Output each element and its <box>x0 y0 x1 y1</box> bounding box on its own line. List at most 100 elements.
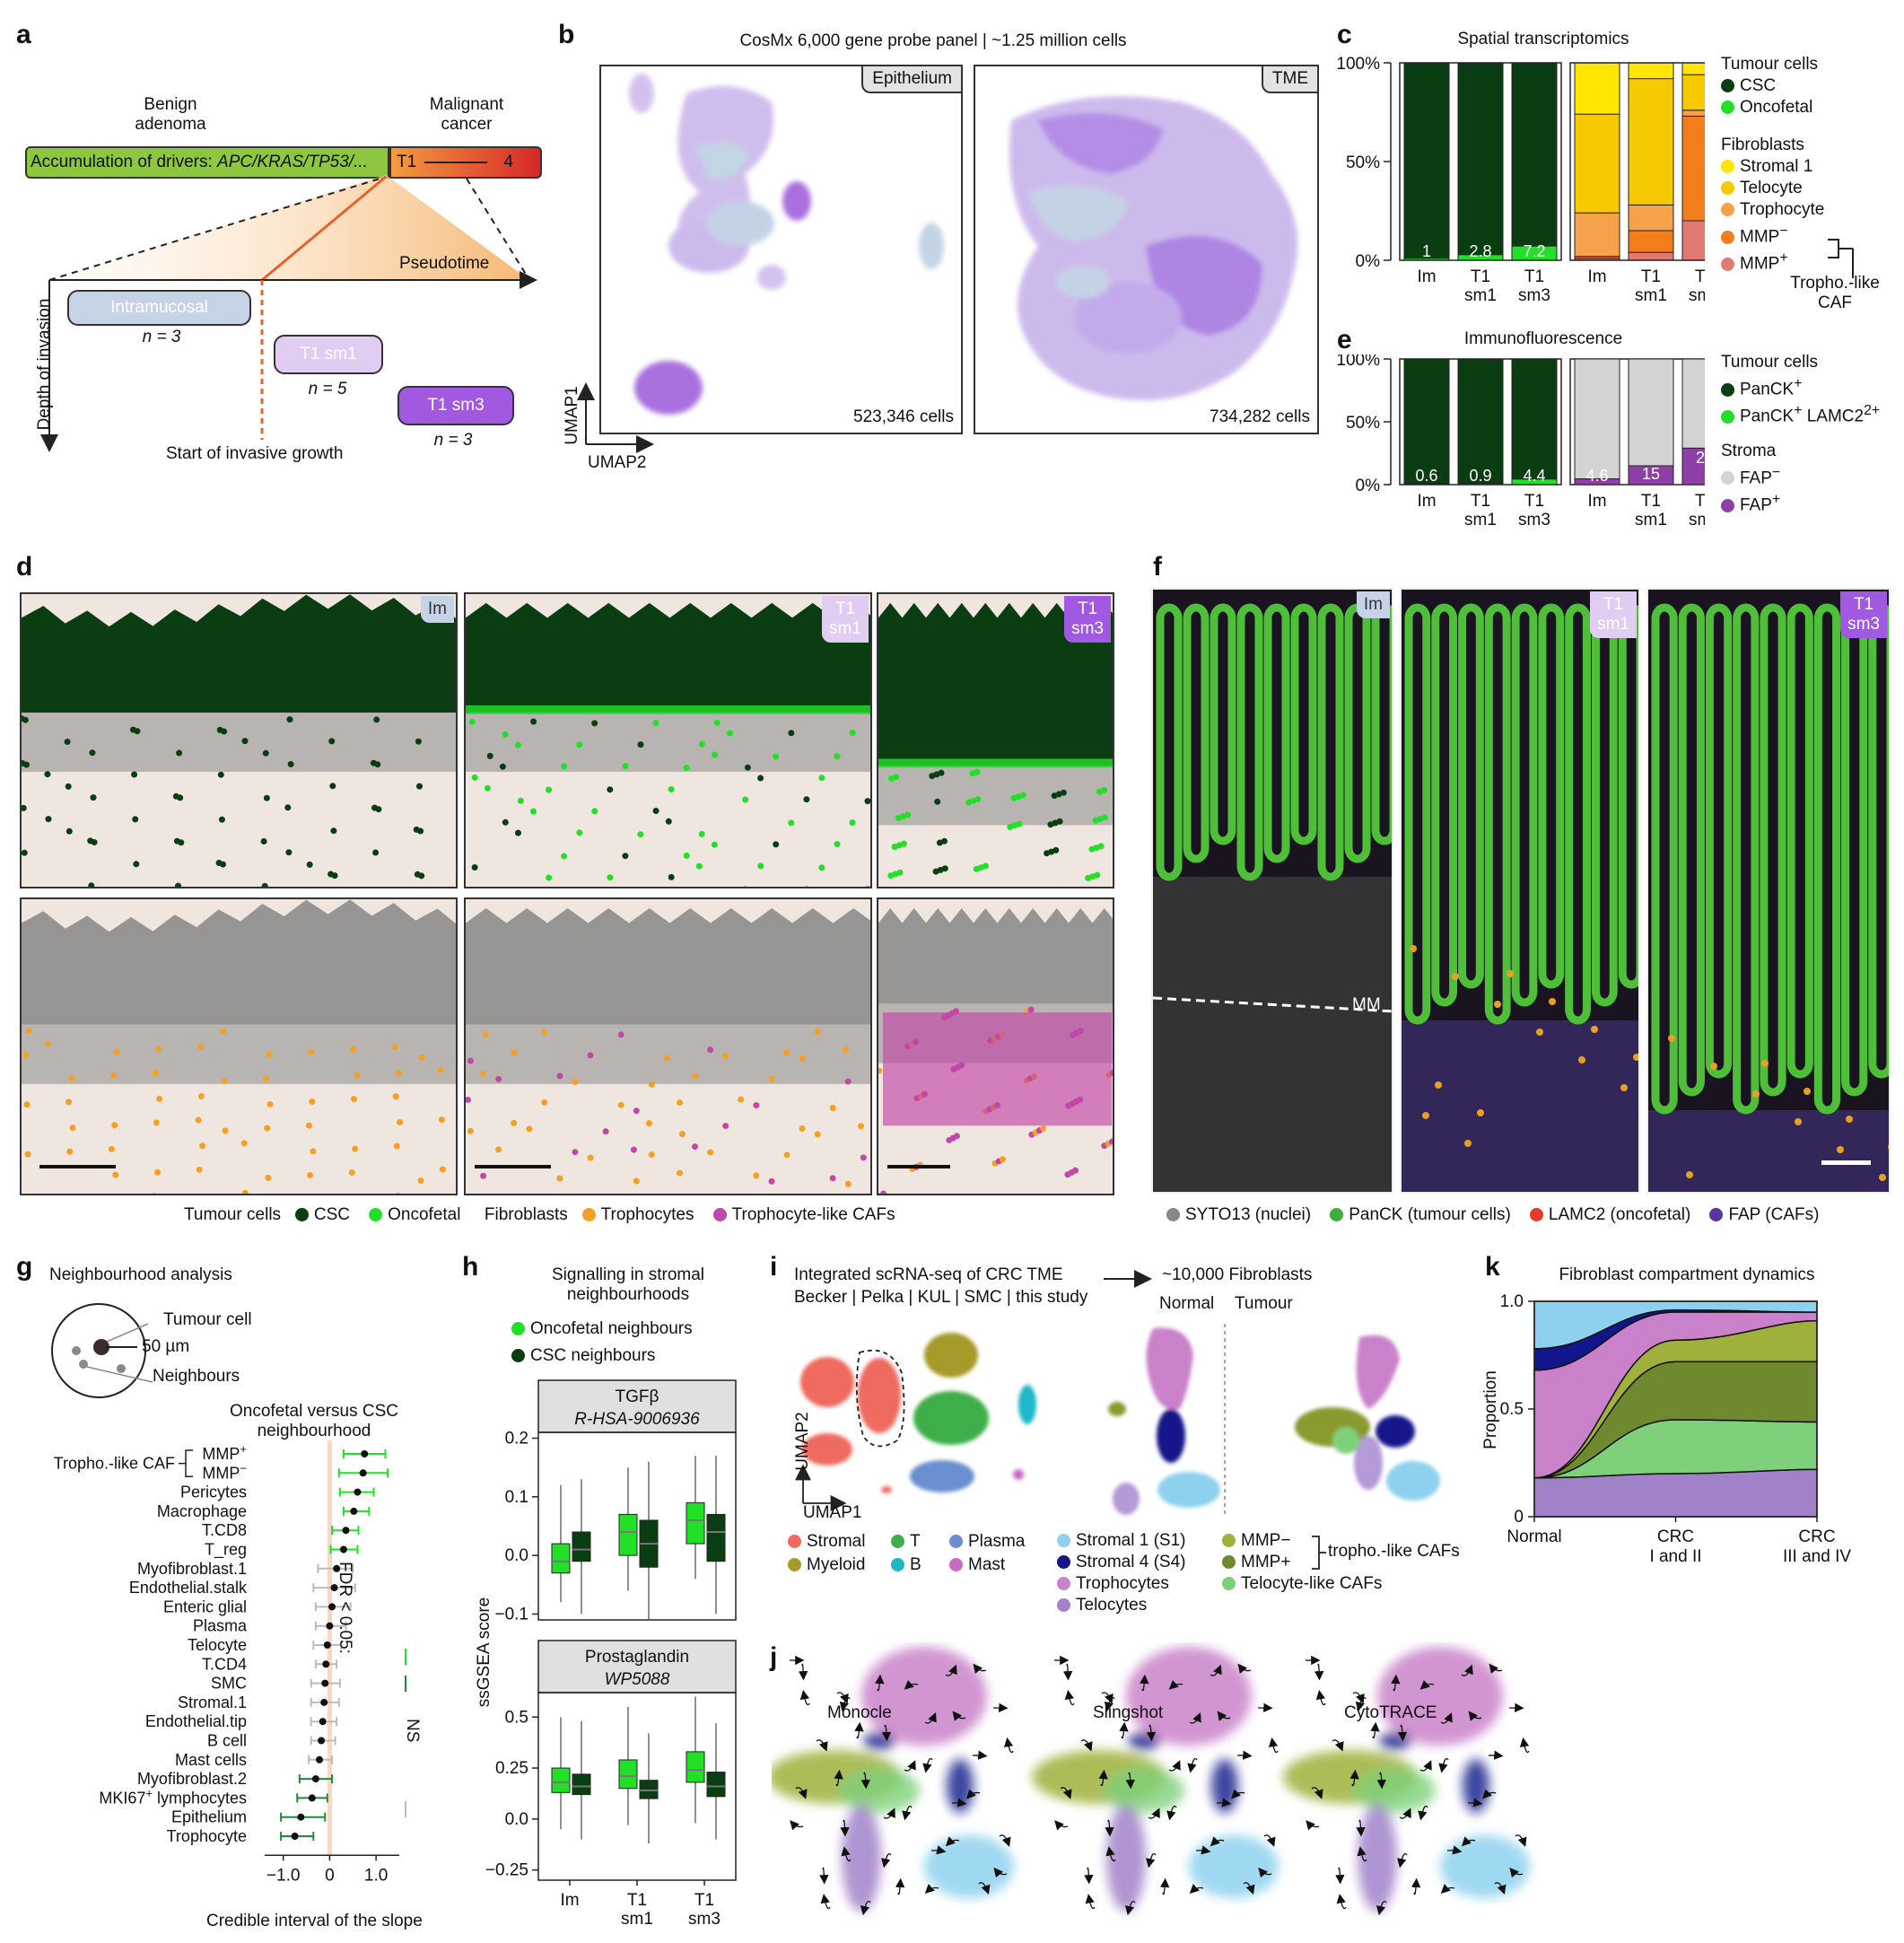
epithelium-region <box>878 908 1114 1003</box>
cell-dot <box>974 796 981 802</box>
cell-dot <box>880 1191 886 1195</box>
row-label: T.CD8 <box>202 1521 247 1539</box>
j-monocle: Monocle <box>827 1703 892 1723</box>
trophocyte-cloud <box>1377 1647 1503 1746</box>
cell-dot <box>865 886 871 888</box>
i-legend-telocytes: Telocytes <box>1057 1595 1185 1616</box>
cell-dot <box>511 1120 517 1126</box>
h-boxplots: TGFβR-HSA-9006936−0.10.00.10.2Prostaglan… <box>453 1373 740 1939</box>
bar-segment <box>1629 79 1673 206</box>
cell-dot <box>218 772 224 778</box>
estimate-point <box>360 1469 367 1476</box>
cell-dot <box>392 1044 398 1050</box>
row-label: MKI67+ lymphocytes <box>99 1786 247 1807</box>
stromal4-cloud <box>947 1759 974 1813</box>
cell-dot <box>668 786 675 792</box>
cell-dot <box>850 730 856 736</box>
cell-dot <box>699 831 705 837</box>
stroma-region <box>1648 1110 1891 1194</box>
stream-arrow <box>1163 1880 1166 1894</box>
y-tick-label: −0.25 <box>485 1861 528 1880</box>
stream-arrow <box>904 1763 914 1772</box>
cell-dot <box>113 1048 119 1055</box>
cell-dot <box>267 1101 274 1107</box>
cell-dot <box>588 1052 594 1058</box>
i-legend-myeloid: Myeloid <box>788 1554 891 1577</box>
cell-dot <box>897 870 904 876</box>
cell-dot <box>394 1143 400 1150</box>
cell-dot <box>893 774 899 780</box>
panel-label-b: b <box>558 20 574 50</box>
cell-dot <box>66 1098 72 1105</box>
cell-dot <box>541 1099 547 1106</box>
x-tick-label: sm3 <box>1689 511 1705 530</box>
x-tick-label: T1 <box>627 1891 647 1910</box>
i-legend-plasma: Plasma <box>949 1530 1030 1554</box>
telocyte-like-cloud <box>1104 1768 1184 1813</box>
cell-dot <box>418 1177 424 1184</box>
cell-dot <box>310 1148 316 1154</box>
panel-label-d: d <box>16 552 32 582</box>
cell-dot <box>668 874 675 880</box>
cell-dot <box>156 1096 162 1102</box>
cell-dot <box>307 862 313 868</box>
cell-dot <box>646 1120 652 1126</box>
y-tick-label: 0.5 <box>505 1708 528 1727</box>
stream-arrow <box>857 1724 860 1737</box>
cell-dot <box>483 1031 489 1037</box>
start-invasive-label: Start of invasive growth <box>166 444 343 464</box>
i-umap-fibroblasts <box>1099 1319 1467 1521</box>
cell-dot <box>466 1097 471 1103</box>
tme-tag: TME <box>1262 66 1317 93</box>
row-label: Trophocyte <box>167 1827 247 1845</box>
cell-dot <box>44 771 50 777</box>
data-label: 1 <box>1422 242 1431 260</box>
panel-label-a: a <box>16 20 31 50</box>
trajectory-plot-monocle <box>772 1647 1014 1913</box>
cell-dot <box>467 1058 474 1064</box>
cell-dot <box>631 1147 637 1153</box>
cell-dot <box>742 797 748 803</box>
cell-dot <box>815 1028 821 1035</box>
cell-dot <box>155 1046 162 1053</box>
telocyte-like-cloud <box>1355 1768 1436 1813</box>
cell-dot <box>472 864 478 871</box>
facet-subtitle: WP5088 <box>605 1670 670 1689</box>
cell-dot <box>354 1072 360 1079</box>
stream-arrow <box>1088 1896 1095 1909</box>
cell-dot <box>633 1178 640 1185</box>
x-tick-label: T1 <box>1471 492 1490 511</box>
row-label: MMP+ <box>202 1442 247 1464</box>
c-legend-csc: CSC <box>1721 75 1824 97</box>
row-label: T.CD4 <box>202 1655 247 1673</box>
g-title: Neighbourhood analysis <box>49 1265 232 1285</box>
f-legend: SYTO13 (nuclei) PanCK (tumour cells) LAM… <box>1166 1205 1819 1225</box>
oncofetal-front <box>466 705 872 714</box>
stream-arrow <box>1524 1739 1529 1752</box>
cell-dot <box>588 1155 594 1161</box>
box <box>707 1772 725 1797</box>
lamc2-signal <box>1620 1084 1628 1091</box>
cell-dot <box>677 1099 683 1106</box>
cell-dot <box>692 1073 698 1080</box>
cell-dot <box>284 804 291 810</box>
cell-dot <box>607 874 613 880</box>
i-tumour: Tumour <box>1235 1294 1293 1314</box>
cell-dot <box>546 787 552 793</box>
e-legend-stroma-title: Stroma <box>1721 441 1880 462</box>
g-fdr: FDR < 0.05: <box>335 1562 354 1654</box>
facet-subtitle: R-HSA-9006936 <box>574 1410 700 1429</box>
cell-dot <box>515 830 521 836</box>
bar-segment <box>1629 359 1673 466</box>
cell-dot <box>110 1072 117 1079</box>
stream-arrow <box>802 1664 803 1678</box>
x-tick-label: Normal <box>1507 1527 1561 1546</box>
tissue-image <box>22 594 458 888</box>
cell-dot <box>1052 847 1059 853</box>
cell-dot <box>419 1055 425 1061</box>
cell-dot <box>576 829 582 836</box>
cell-dot <box>25 1151 31 1158</box>
